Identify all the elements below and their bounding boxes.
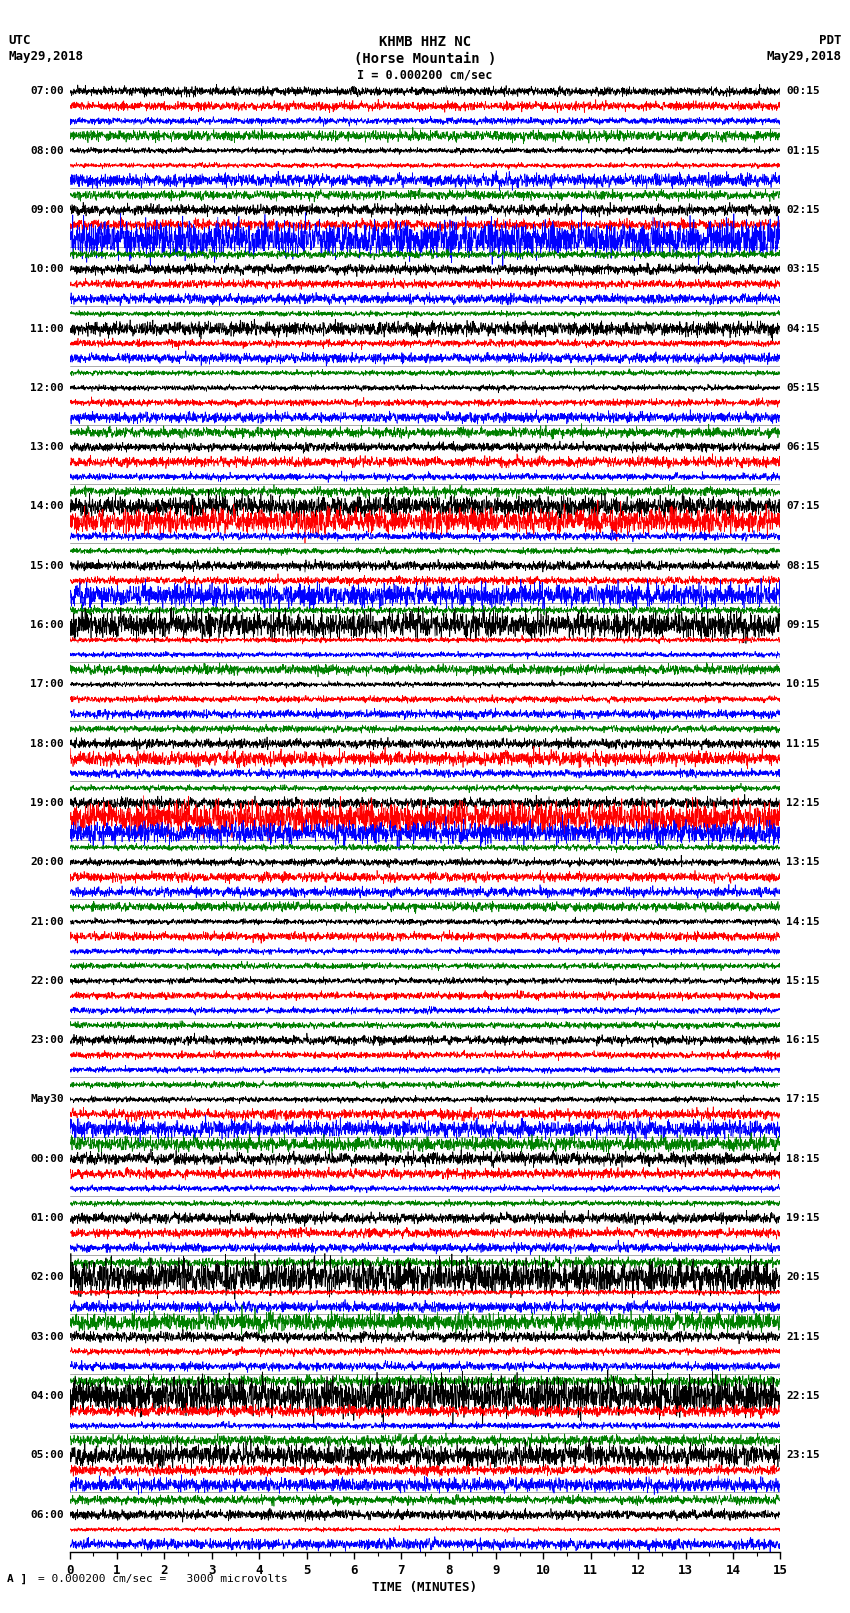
Text: 16:00: 16:00 (31, 619, 64, 631)
Text: 03:15: 03:15 (786, 265, 819, 274)
Text: 14:00: 14:00 (31, 502, 64, 511)
Text: 12:15: 12:15 (786, 798, 819, 808)
Text: 13:00: 13:00 (31, 442, 64, 452)
Text: 04:15: 04:15 (786, 324, 819, 334)
Text: 09:15: 09:15 (786, 619, 819, 631)
Text: 19:00: 19:00 (31, 798, 64, 808)
Text: May29,2018: May29,2018 (8, 50, 83, 63)
Text: 23:00: 23:00 (31, 1036, 64, 1045)
Text: 22:15: 22:15 (786, 1390, 819, 1402)
Text: 14:15: 14:15 (786, 916, 819, 926)
Text: 06:15: 06:15 (786, 442, 819, 452)
Text: May29,2018: May29,2018 (767, 50, 842, 63)
Text: 05:15: 05:15 (786, 382, 819, 394)
Text: May30: May30 (31, 1095, 64, 1105)
Text: 09:00: 09:00 (31, 205, 64, 215)
Text: 22:00: 22:00 (31, 976, 64, 986)
Text: 20:15: 20:15 (786, 1273, 819, 1282)
Text: 11:15: 11:15 (786, 739, 819, 748)
Text: PDT: PDT (819, 34, 842, 47)
Text: 02:15: 02:15 (786, 205, 819, 215)
Text: 21:00: 21:00 (31, 916, 64, 926)
Text: 13:15: 13:15 (786, 857, 819, 868)
Text: A ]: A ] (7, 1574, 27, 1584)
Text: 18:15: 18:15 (786, 1153, 819, 1165)
Text: 07:00: 07:00 (31, 85, 64, 97)
Text: 12:00: 12:00 (31, 382, 64, 394)
Text: = 0.000200 cm/sec =   3000 microvolts: = 0.000200 cm/sec = 3000 microvolts (38, 1574, 288, 1584)
Text: 08:00: 08:00 (31, 145, 64, 155)
Text: 17:00: 17:00 (31, 679, 64, 689)
X-axis label: TIME (MINUTES): TIME (MINUTES) (372, 1581, 478, 1594)
Text: 16:15: 16:15 (786, 1036, 819, 1045)
Text: 03:00: 03:00 (31, 1332, 64, 1342)
Text: 00:15: 00:15 (786, 85, 819, 97)
Text: 19:15: 19:15 (786, 1213, 819, 1223)
Text: UTC: UTC (8, 34, 31, 47)
Text: (Horse Mountain ): (Horse Mountain ) (354, 52, 496, 66)
Text: 00:00: 00:00 (31, 1153, 64, 1165)
Text: 20:00: 20:00 (31, 857, 64, 868)
Text: 15:00: 15:00 (31, 561, 64, 571)
Text: 10:00: 10:00 (31, 265, 64, 274)
Text: 04:00: 04:00 (31, 1390, 64, 1402)
Text: 08:15: 08:15 (786, 561, 819, 571)
Text: 01:15: 01:15 (786, 145, 819, 155)
Text: 11:00: 11:00 (31, 324, 64, 334)
Text: 23:15: 23:15 (786, 1450, 819, 1460)
Text: KHMB HHZ NC: KHMB HHZ NC (379, 35, 471, 48)
Text: 18:00: 18:00 (31, 739, 64, 748)
Text: 21:15: 21:15 (786, 1332, 819, 1342)
Text: 06:00: 06:00 (31, 1510, 64, 1519)
Text: 10:15: 10:15 (786, 679, 819, 689)
Text: 17:15: 17:15 (786, 1095, 819, 1105)
Text: 05:00: 05:00 (31, 1450, 64, 1460)
Text: 01:00: 01:00 (31, 1213, 64, 1223)
Text: 02:00: 02:00 (31, 1273, 64, 1282)
Text: 15:15: 15:15 (786, 976, 819, 986)
Text: I = 0.000200 cm/sec: I = 0.000200 cm/sec (357, 69, 493, 82)
Text: 07:15: 07:15 (786, 502, 819, 511)
